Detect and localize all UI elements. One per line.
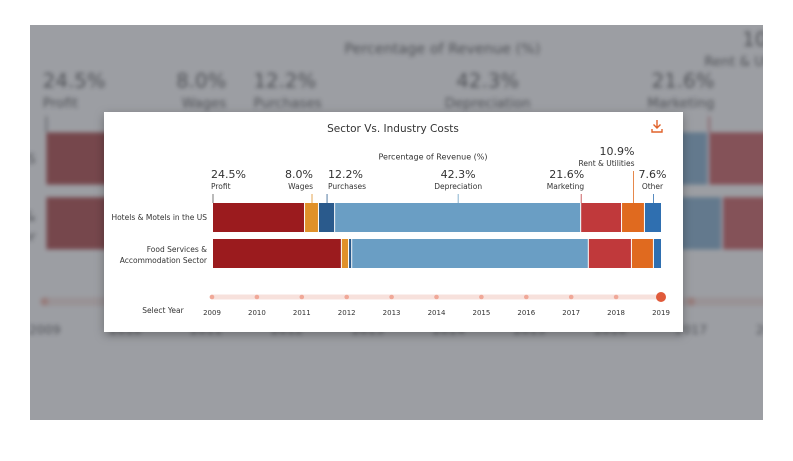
bar-segment — [644, 203, 661, 232]
category-label-line: Food Services & — [147, 245, 207, 254]
legend-label: Depreciation — [434, 182, 482, 191]
chart-title: Sector Vs. Industry Costs — [327, 123, 459, 135]
year-option[interactable]: 2014 — [428, 309, 446, 317]
category-label-line: Accommodation Sector — [120, 256, 208, 265]
bar-segment — [305, 203, 318, 232]
bar-segment — [352, 239, 588, 268]
year-option[interactable]: 2011 — [293, 309, 311, 317]
legend-label: Wages — [288, 182, 313, 191]
headline-value: 12.2% — [328, 168, 363, 181]
year-option[interactable]: 2009 — [203, 309, 221, 317]
legend-label: Other — [642, 182, 664, 191]
category-label: Food Services & Accommodation Sector — [120, 245, 208, 265]
year-option[interactable]: 2019 — [652, 309, 670, 317]
axis-label: Percentage of Revenue (%) — [378, 153, 487, 162]
bar-segment — [581, 203, 622, 232]
bar-segment — [588, 239, 631, 268]
slider-dot[interactable] — [613, 294, 619, 300]
legend-label: Purchases — [328, 182, 366, 191]
slider-dot[interactable] — [656, 292, 666, 302]
slider-dot[interactable] — [344, 294, 350, 300]
slider-dot[interactable] — [299, 294, 305, 300]
legend-label: Rent & Utilities — [578, 159, 634, 168]
bar-segment — [213, 239, 341, 268]
bar-segment — [349, 239, 352, 268]
year-option[interactable]: 2012 — [338, 309, 356, 317]
download-icon[interactable] — [651, 120, 663, 133]
headline-value: 24.5% — [211, 168, 246, 181]
year-option[interactable]: 2013 — [383, 309, 401, 317]
year-option[interactable]: 2017 — [562, 309, 580, 317]
headline-value: 21.6% — [549, 168, 584, 181]
year-option[interactable]: 2018 — [607, 309, 625, 317]
slider-dot[interactable] — [524, 294, 529, 300]
year-label: Select Year — [142, 306, 184, 315]
bar-segment — [318, 203, 335, 232]
modal-chart: Sector Vs. Industry Costs Percentage of R… — [111, 123, 669, 317]
headline-value: 8.0% — [285, 168, 313, 181]
slider-dot[interactable] — [254, 294, 260, 300]
bar-segment — [335, 203, 581, 232]
category-label: Hotels & Motels in the US — [111, 213, 207, 222]
bar-segment — [783, 132, 793, 184]
headline-value: 42.3% — [441, 168, 476, 181]
bar-segment — [213, 203, 305, 232]
legend-label: Marketing — [547, 182, 585, 191]
legend-label: Profit — [211, 182, 231, 191]
slider-dot[interactable] — [389, 294, 394, 300]
bar-segment — [622, 203, 644, 232]
year-option[interactable]: 2015 — [472, 309, 490, 317]
bar-segment — [341, 239, 349, 268]
slider-dot[interactable] — [209, 294, 215, 300]
year-option[interactable]: 2010 — [248, 309, 266, 317]
year-option[interactable]: 2016 — [517, 309, 535, 317]
slider-dot[interactable] — [568, 294, 574, 300]
headline-value: 7.6% — [638, 168, 666, 181]
bar-segment — [631, 239, 653, 268]
slider-dot[interactable] — [479, 294, 484, 300]
bar-segment — [653, 239, 661, 268]
headline-value: 10.9% — [600, 145, 635, 158]
slider-dot[interactable] — [768, 297, 776, 305]
slider-dot[interactable] — [434, 294, 439, 300]
